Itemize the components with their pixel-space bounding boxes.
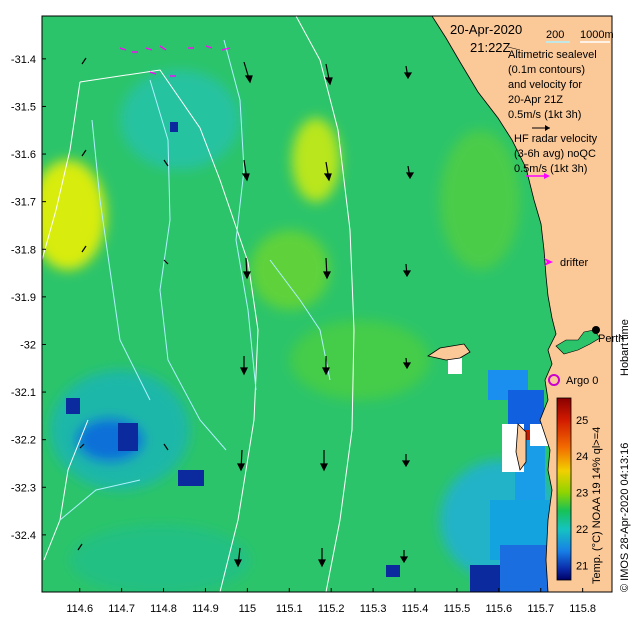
velocity-arrow — [402, 357, 412, 370]
velocity-arrow — [318, 548, 326, 568]
lon-tick-label: 115.3 — [360, 603, 387, 615]
colorbar-scale — [556, 397, 572, 581]
colorbar-tick-label: 23 — [576, 488, 588, 500]
scale-legend-value-200: 200 — [546, 29, 564, 41]
lon-tick-label: 114.8 — [150, 603, 177, 615]
hf-legend-line: (3-6h avg) noQC — [514, 148, 596, 160]
lon-tick-label: 115.7 — [527, 603, 554, 615]
drifter-label: drifter — [560, 257, 588, 269]
velocity-arrow — [401, 454, 411, 468]
altimetric-legend-line: (0.1m contours) — [508, 64, 585, 76]
altimetric-legend-line: 20-Apr 21Z — [508, 94, 563, 106]
sealevel-contours — [42, 16, 355, 592]
velocity-arrow — [240, 356, 248, 376]
colorbar: 25 24 23 22 21 — [556, 397, 588, 581]
colorbar-tick-label: 21 — [576, 560, 588, 572]
velocity-arrow — [405, 165, 415, 180]
lat-tick-label: -32.3 — [11, 482, 36, 494]
velocity-arrow — [81, 57, 87, 65]
velocity-arrow — [243, 257, 251, 280]
altimetric-legend: Altimetric sealevel (0.1m contours) and … — [507, 46, 597, 131]
lon-axis: 114.6 114.7 114.8 114.9 115 115.1 115.2 115.3 11… — [66, 588, 596, 615]
velocity-arrow — [163, 159, 169, 167]
lon-tick-label: 115.4 — [402, 603, 429, 615]
velocity-arrow — [77, 543, 83, 551]
velocity-arrow — [324, 63, 333, 86]
lon-tick-label: 114.6 — [66, 603, 93, 615]
lon-tick-label: 115.5 — [444, 603, 471, 615]
rottnest-island — [426, 343, 471, 361]
colorbar-tick-label: 25 — [576, 415, 588, 427]
lon-tick-label: 115.8 — [569, 603, 596, 615]
velocity-arrow — [403, 65, 413, 80]
lat-tick-label: -31.6 — [11, 149, 36, 161]
velocity-arrow — [320, 450, 328, 472]
lon-tick-label: 115 — [239, 603, 257, 615]
altimetric-legend-line: and velocity for — [508, 79, 582, 91]
velocity-arrow — [81, 149, 87, 157]
velocity-arrows — [77, 57, 415, 568]
credit-label: © IMOS 28-Apr-2020 04:13:16 — [619, 443, 631, 592]
velocity-arrow — [241, 159, 250, 182]
colorbar-ticks: 25 24 23 22 21 — [576, 415, 588, 573]
lat-tick-label: -32.2 — [11, 435, 36, 447]
lat-tick-label: -31.5 — [11, 101, 36, 113]
velocity-arrow — [234, 547, 242, 568]
altimetric-legend-line: Altimetric sealevel — [508, 49, 597, 61]
velocity-arrow — [79, 443, 85, 449]
lat-tick-label: -31.4 — [11, 54, 36, 66]
lon-tick-label: 115.2 — [318, 603, 345, 615]
scale-legend-value-1000m: 1000m — [580, 29, 614, 41]
perth-label: Perth — [598, 333, 624, 345]
hf-radar-arrows — [119, 45, 231, 77]
velocity-arrow — [243, 61, 253, 84]
perth-marker — [592, 326, 600, 334]
hf-legend-line: 0.5m/s (1kt 3h) — [514, 163, 587, 175]
velocity-arrow — [163, 259, 169, 265]
lon-tick-label: 115.1 — [276, 603, 303, 615]
velocity-arrow — [237, 449, 245, 472]
velocity-arrow — [323, 257, 331, 280]
lat-tick-label: -31.8 — [11, 244, 36, 256]
colorbar-tick-label: 22 — [576, 524, 588, 536]
velocity-arrow — [81, 245, 87, 253]
lat-tick-label: -32 — [20, 339, 36, 351]
lat-tick-label: -32.1 — [11, 387, 36, 399]
argo-label: Argo 0 — [566, 375, 598, 387]
header-date: 20-Apr-2020 — [450, 22, 522, 37]
header-time: 21:22Z — [470, 40, 511, 55]
scale-legend: 200 1000m — [546, 29, 614, 43]
garden-island — [515, 423, 527, 471]
plot-frame — [41, 15, 613, 593]
argo-marker — [548, 374, 560, 386]
hf-legend-line: HF radar velocity — [514, 133, 598, 145]
hf-legend: HF radar velocity (3-6h avg) noQC 0.5m/s… — [514, 133, 598, 179]
velocity-arrow — [402, 263, 412, 278]
lat-tick-label: -32.4 — [11, 530, 36, 542]
drifter-icon — [544, 258, 553, 266]
hobart-time-label: Hobart time — [619, 319, 631, 376]
lon-tick-label: 114.7 — [108, 603, 135, 615]
swan-river — [555, 329, 601, 355]
velocity-arrow — [399, 550, 409, 564]
altimetric-legend-line: 0.5m/s (1kt 3h) — [508, 109, 581, 121]
colorbar-tick-label: 24 — [576, 451, 588, 463]
velocity-arrow — [163, 443, 169, 451]
drifter-legend: drifter — [544, 257, 588, 269]
lon-tick-label: 114.9 — [192, 603, 219, 615]
velocity-arrow — [322, 356, 330, 376]
lat-tick-label: -31.7 — [11, 197, 36, 209]
velocity-arrow — [323, 161, 332, 182]
colorbar-label: Temp. (°C) NOAA 19 14% ql>=4 — [591, 427, 603, 584]
lon-tick-label: 115.6 — [485, 603, 512, 615]
lat-tick-label: -31.9 — [11, 292, 36, 304]
lat-axis: -31.4 -31.5 -31.6 -31.7 -31.8 -31.9 -32 -32.1 -3… — [11, 54, 46, 542]
